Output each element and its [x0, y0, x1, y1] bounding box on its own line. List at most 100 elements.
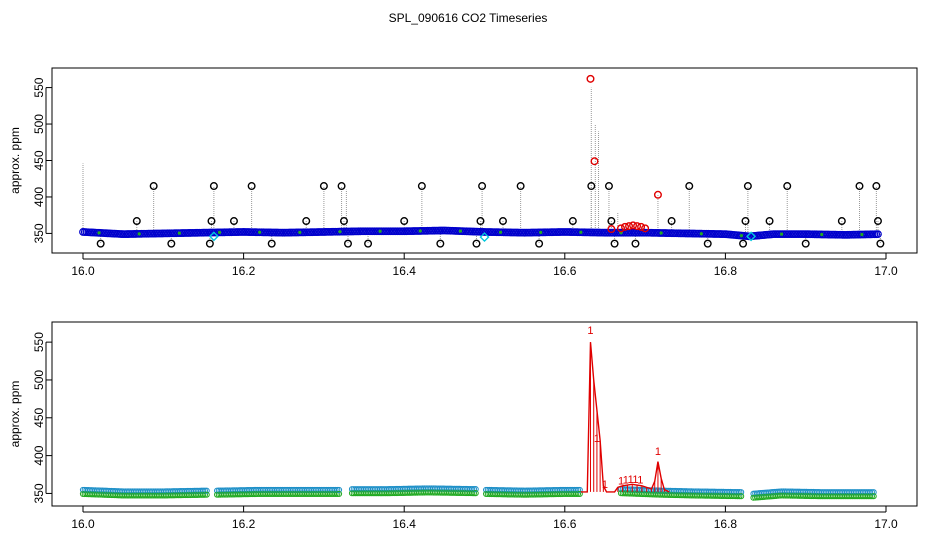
data-point-green	[699, 232, 703, 236]
data-point-green	[472, 490, 479, 497]
y-tick-label: 450	[32, 407, 46, 427]
outlier-point-red	[617, 224, 626, 233]
outlier-point	[801, 239, 810, 248]
outlier-point	[610, 239, 619, 248]
outlier-point	[319, 182, 328, 191]
data-point	[472, 486, 479, 493]
x-tick-label: 16.4	[393, 517, 417, 531]
outlier-point	[364, 239, 373, 248]
data-point-green	[739, 234, 744, 238]
outlier-point-cyan	[479, 232, 490, 243]
outlier-point-red	[586, 74, 595, 83]
y-tick-label: 550	[32, 77, 46, 97]
data-point-green	[870, 493, 877, 500]
outlier-point	[267, 239, 276, 248]
data-point-green	[203, 491, 210, 498]
outlier-point	[417, 182, 426, 191]
data-point-green	[860, 232, 864, 237]
outlier-point-red	[637, 222, 646, 231]
data-point-green	[659, 231, 663, 235]
outlier-point	[741, 217, 750, 226]
x-tick-label: 16.8	[714, 517, 738, 531]
outlier-point	[739, 239, 748, 248]
y-tick-label: 400	[32, 445, 46, 465]
y-tick-label: 500	[32, 370, 46, 390]
y-tick-label: 350	[32, 483, 46, 503]
outlier-point	[872, 182, 881, 191]
outlier-point	[476, 217, 485, 226]
outlier-point	[607, 217, 616, 226]
x-tick-label: 16.2	[232, 264, 256, 278]
data-point	[203, 487, 210, 494]
data-point-green	[335, 490, 343, 498]
data-point	[870, 489, 877, 496]
outlier-point-red	[653, 190, 662, 199]
outlier-point	[873, 217, 882, 226]
outlier-point	[205, 239, 214, 248]
outlier-point	[685, 182, 694, 191]
x-tick-label: 17.0	[874, 517, 898, 531]
plot-frame	[51, 321, 918, 507]
data-point-green	[258, 230, 262, 234]
x-tick-label: 16.2	[232, 517, 256, 531]
outlier-point	[631, 239, 640, 248]
outlier-point	[478, 182, 487, 191]
outlier-point-red	[629, 221, 638, 230]
panel-top: 16.0 16.2 16.4 16.6 16.8 17.0 350 400 450 500 550 a…	[8, 67, 918, 278]
data-point-green	[820, 232, 824, 237]
outlier-point	[587, 182, 596, 191]
data-point	[738, 489, 745, 496]
x-tick-label: 16.6	[553, 517, 577, 531]
outlier-point-red	[625, 222, 634, 231]
x-tick-label: 16.0	[71, 517, 95, 531]
outlier-point	[765, 217, 774, 226]
x-tick-label: 16.6	[553, 264, 577, 278]
red-series-line	[580, 342, 670, 493]
outlier-point	[783, 182, 792, 191]
data-point	[335, 486, 343, 494]
data-point-green	[780, 232, 784, 236]
outlier-point	[167, 239, 176, 248]
outlier-point	[516, 182, 525, 191]
red-series-label: 1	[623, 475, 629, 487]
y-tick-label: 500	[32, 114, 46, 134]
data-point-green	[97, 231, 101, 235]
outlier-point	[667, 217, 676, 226]
outlier-point	[149, 182, 158, 191]
outlier-point-red	[590, 157, 599, 166]
outlier-point-red	[621, 222, 630, 231]
y-tick-label: 450	[32, 150, 46, 170]
outlier-point	[535, 239, 544, 248]
outlier-point	[96, 239, 105, 248]
data-point-green	[579, 230, 583, 234]
red-series-label: 1	[637, 475, 643, 487]
panel-bottom: 16.0 16.2 16.4 16.6 16.8 17.0 350 400 450 500 550 a…	[8, 321, 918, 531]
data-point-green	[137, 232, 141, 236]
red-series-label: 1	[594, 433, 600, 445]
outlier-point	[743, 182, 752, 191]
outlier-point	[498, 217, 507, 226]
chart-title: SPL_090616 CO2 Timeseries	[389, 11, 548, 25]
data-point-green	[177, 231, 181, 235]
outlier-point	[247, 182, 256, 191]
red-series-label: 1	[602, 479, 608, 491]
red-series-label: 1	[632, 474, 638, 486]
x-tick-label: 16.0	[71, 264, 95, 278]
outlier-point	[703, 239, 712, 248]
data-point-green	[458, 229, 463, 233]
data-point-green	[338, 230, 342, 234]
outlier-point-cyan	[208, 231, 219, 242]
data-point	[874, 230, 882, 239]
outlier-point	[209, 182, 218, 191]
data-point-green	[298, 230, 302, 234]
data-point-green	[738, 493, 745, 500]
data-point-green	[576, 490, 583, 498]
outlier-point	[302, 217, 311, 226]
outlier-point	[343, 239, 352, 248]
red-series-label: 1	[618, 475, 624, 487]
y-axis-label: approx. ppm	[8, 381, 22, 448]
red-series-label: 1	[655, 446, 661, 458]
outlier-point-cyan	[746, 231, 757, 242]
y-tick-label: 550	[32, 332, 46, 352]
